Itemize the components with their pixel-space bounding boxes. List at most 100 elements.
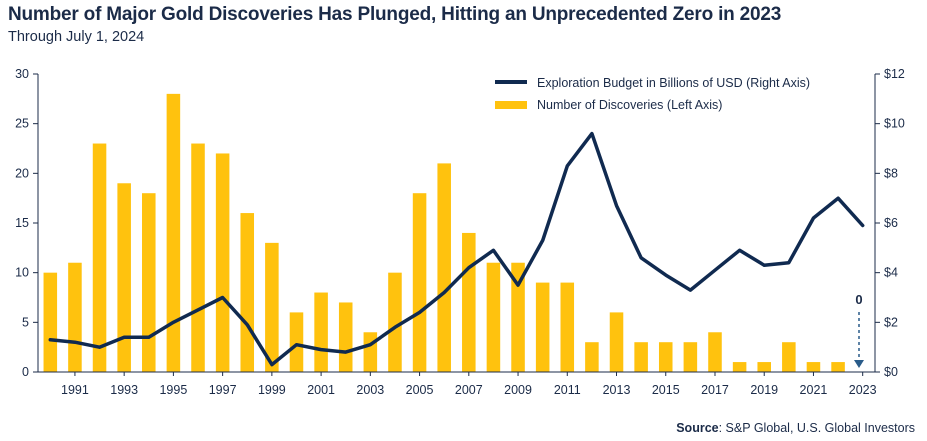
right-tick-label: $2 <box>884 315 898 329</box>
legend: Exploration Budget in Billions of USD (R… <box>495 76 810 112</box>
bar-2002 <box>338 302 353 372</box>
zero-annotation: 0 <box>854 292 864 368</box>
bar-2018 <box>732 362 747 372</box>
budget-point-2007 <box>467 266 471 269</box>
x-tick-label: 1993 <box>110 383 138 397</box>
bar-2019 <box>757 362 771 372</box>
left-tick-label: 10 <box>15 266 29 280</box>
bar-2007 <box>462 232 476 372</box>
budget-point-1995 <box>172 321 175 324</box>
bar-2005 <box>412 193 427 372</box>
budget-point-1992 <box>98 345 101 349</box>
x-tick-label: 2005 <box>406 383 434 397</box>
x-tick-label: 2013 <box>603 383 631 397</box>
bar-2017 <box>708 332 722 372</box>
left-tick-label: 30 <box>15 67 29 81</box>
zero-label: 0 <box>855 292 862 307</box>
right-tick-label: $0 <box>884 365 898 379</box>
budget-line <box>48 131 865 367</box>
chart-subtitle: Through July 1, 2024 <box>8 29 145 45</box>
bar-1998 <box>240 213 255 372</box>
budget-point-1998 <box>246 323 249 327</box>
x-tick-label: 2011 <box>554 383 581 397</box>
left-tick-label: 15 <box>15 216 29 230</box>
budget-point-1996 <box>196 308 200 312</box>
legend-bar-swatch <box>495 101 527 109</box>
bars-layer <box>43 93 845 372</box>
budget-point-2014 <box>639 256 643 259</box>
bar-1999 <box>265 242 279 372</box>
bar-2004 <box>388 272 402 372</box>
right-tick-label: $6 <box>884 216 898 230</box>
legend-bar-label: Number of Discoveries (Left Axis) <box>537 98 722 112</box>
legend-line-label: Exploration Budget in Billions of USD (R… <box>537 76 810 90</box>
budget-point-2017 <box>713 268 717 272</box>
budget-point-2018 <box>738 249 741 252</box>
budget-point-1993 <box>122 336 126 339</box>
bar-2015 <box>658 342 673 372</box>
budget-point-2013 <box>615 204 618 207</box>
bar-1991 <box>68 262 82 372</box>
x-tick-label: 2001 <box>307 383 335 397</box>
source-text: : S&P Global, U.S. Global Investors <box>718 421 915 435</box>
budget-point-1999 <box>270 363 274 366</box>
budget-point-2016 <box>689 288 692 292</box>
bar-2021 <box>806 362 821 372</box>
left-tick-label: 25 <box>15 117 29 131</box>
budget-point-1990 <box>49 338 52 341</box>
x-tick-label: 2019 <box>750 383 778 397</box>
bar-2022 <box>831 362 845 372</box>
budget-point-1997 <box>221 296 224 299</box>
axes-layer: 0 5 10 15 20 25 30 $0 $2 $4 $6 $8 $10 $12 1991 1993 1995… <box>15 67 905 397</box>
budget-point-2010 <box>541 239 544 242</box>
bar-1996 <box>191 143 205 372</box>
budget-point-2006 <box>442 291 446 294</box>
budget-point-2001 <box>319 348 323 351</box>
budget-point-2015 <box>664 273 667 277</box>
bar-2012 <box>585 342 599 372</box>
bar-2014 <box>634 342 648 372</box>
bar-2001 <box>314 292 328 372</box>
x-tick-label: 1997 <box>209 383 237 397</box>
right-tick-label: $12 <box>884 67 905 81</box>
budget-point-2019 <box>763 264 766 267</box>
left-tick-label: 20 <box>15 166 29 180</box>
bar-1994 <box>142 193 156 372</box>
budget-point-2021 <box>812 216 815 220</box>
budget-point-2008 <box>492 249 495 252</box>
bar-2016 <box>683 342 698 372</box>
bar-2009 <box>511 262 525 372</box>
x-tick-label: 2009 <box>504 383 532 397</box>
x-tick-label: 2003 <box>356 383 384 397</box>
budget-point-2005 <box>418 311 421 314</box>
bar-1995 <box>166 93 181 372</box>
x-tick-label: 2007 <box>455 383 483 397</box>
budget-point-2020 <box>787 261 791 264</box>
bar-2000 <box>289 312 304 372</box>
bar-2020 <box>782 342 796 372</box>
bar-2003 <box>363 332 378 372</box>
bar-1993 <box>117 183 131 372</box>
right-tick-label: $4 <box>884 266 898 280</box>
budget-point-2011 <box>566 164 569 168</box>
budget-point-2000 <box>295 343 298 346</box>
source-label: Source <box>676 421 719 435</box>
budget-point-2002 <box>344 350 347 354</box>
budget-point-2012 <box>590 132 594 135</box>
x-tick-label: 2023 <box>849 383 877 397</box>
bar-2011 <box>560 282 575 372</box>
x-tick-label: 2017 <box>701 383 729 397</box>
budget-point-1994 <box>147 336 150 339</box>
bar-2010 <box>535 282 550 372</box>
x-tick-label: 2015 <box>652 383 680 397</box>
bar-2013 <box>609 312 624 372</box>
left-tick-label: 5 <box>22 315 29 329</box>
chart-title: Number of Major Gold Discoveries Has Plu… <box>8 4 782 25</box>
budget-point-1991 <box>73 341 77 344</box>
left-tick-label: 0 <box>22 365 29 379</box>
bar-1992 <box>92 143 107 372</box>
bar-2008 <box>486 262 501 372</box>
source-note: Source: S&P Global, U.S. Global Investor… <box>676 421 915 435</box>
budget-point-2023 <box>861 224 864 227</box>
